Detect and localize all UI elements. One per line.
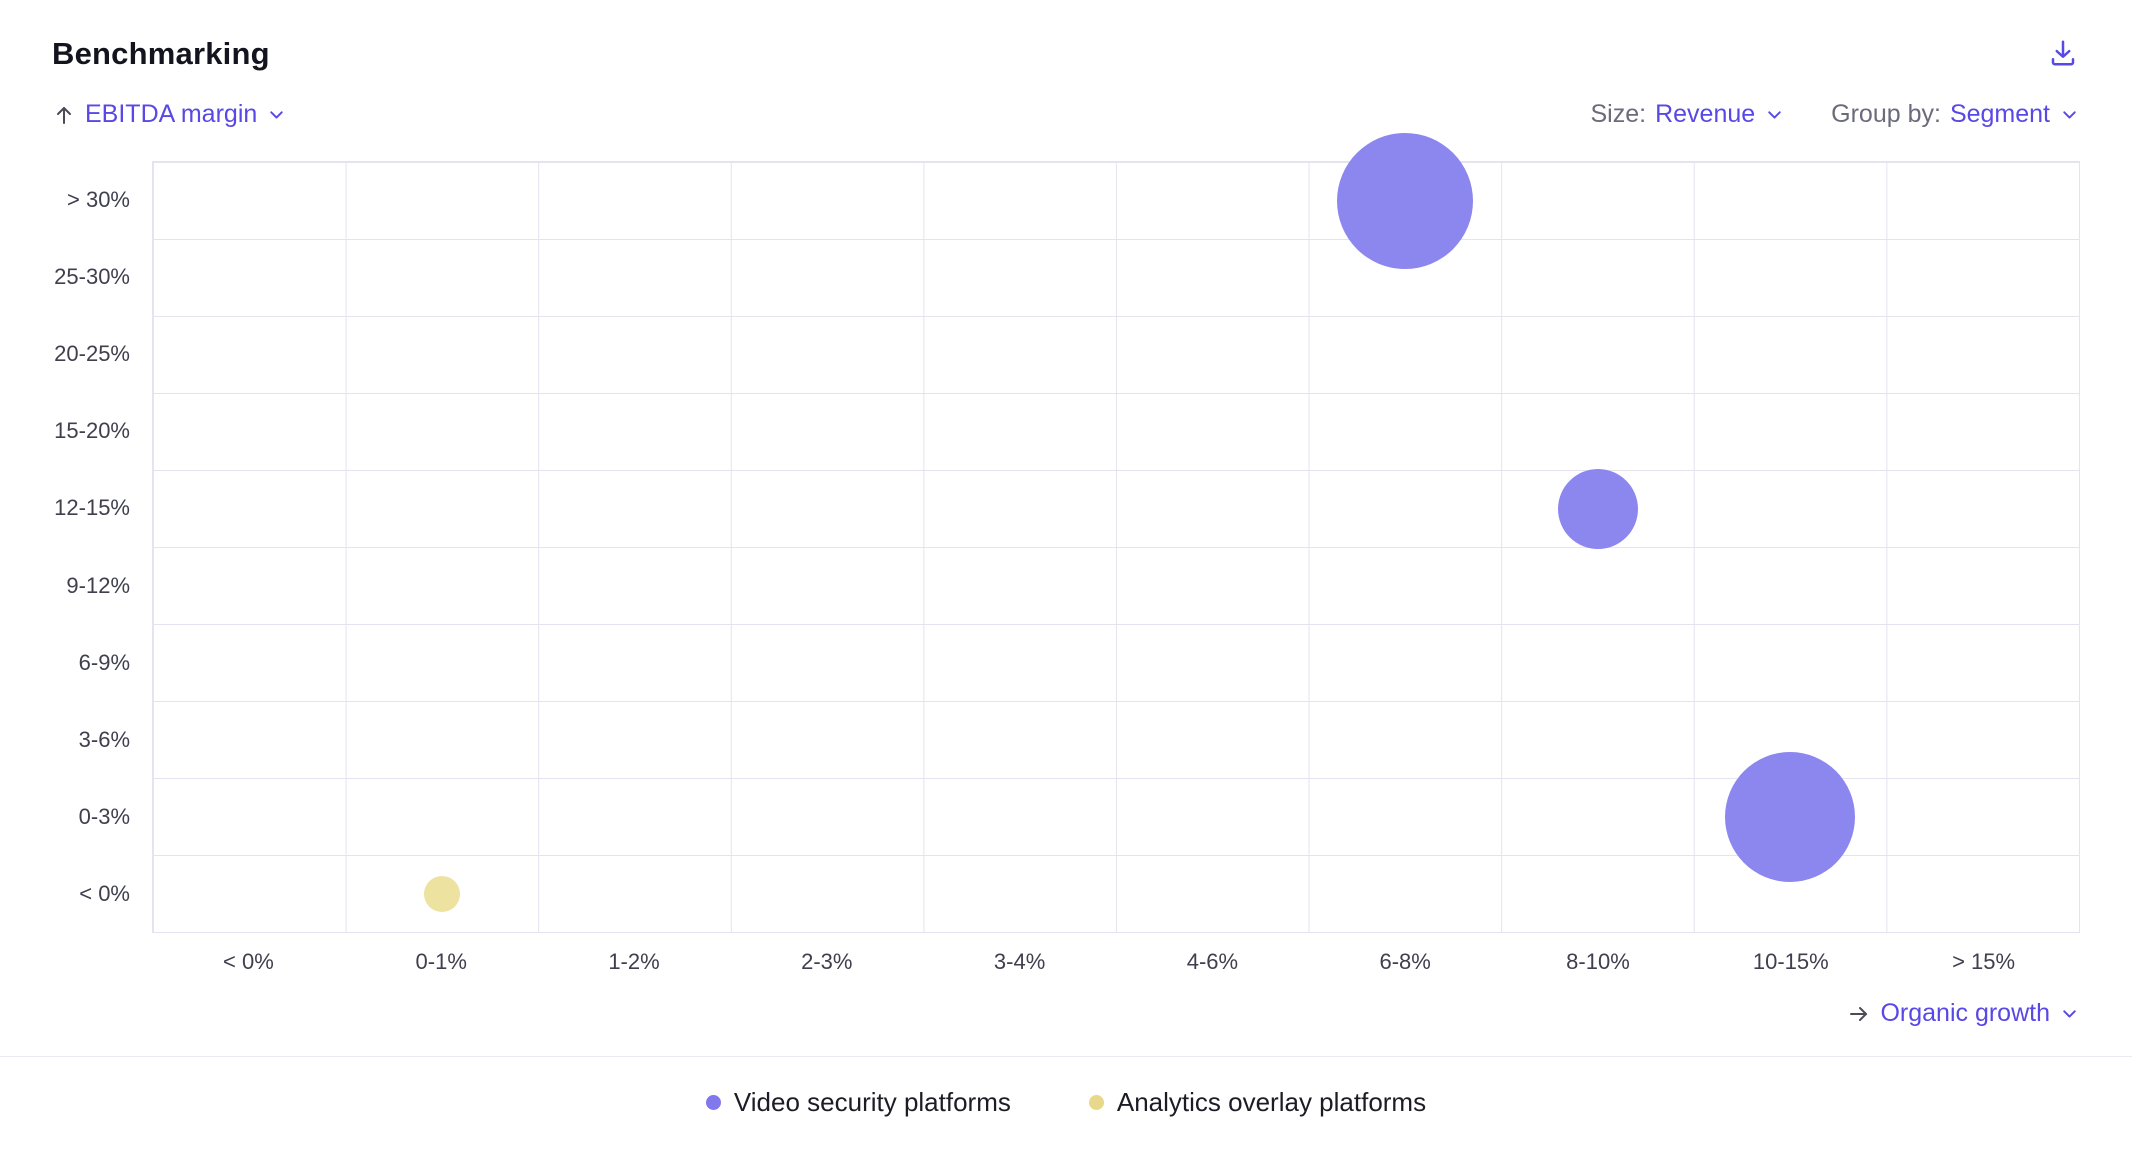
download-button[interactable] (2046, 36, 2080, 70)
y-tick-label: 25-30% (54, 263, 130, 289)
x-axis-control-row: Organic growth (52, 1001, 2080, 1026)
page-title: Benchmarking (52, 36, 270, 71)
legend-item-analytics-overlay-platforms[interactable]: Analytics overlay platforms (1088, 1087, 1427, 1118)
y-tick-label: 0-3% (78, 804, 130, 830)
size-selector-value: Revenue (1655, 100, 1756, 128)
divider (0, 1056, 2132, 1057)
arrow-up-icon (52, 103, 76, 127)
bubble-video-security-platforms[interactable] (1725, 751, 1856, 882)
right-controls: Size: Revenue Group by: Segment (1590, 102, 2080, 127)
chevron-down-icon (266, 104, 287, 125)
legend: Video security platforms Analytics overla… (52, 1087, 2080, 1146)
y-tick-label: 20-25% (54, 341, 130, 366)
x-tick-label: 0-1% (415, 949, 467, 974)
y-axis-labels: > 30% 25-30% 20-25% 15-20% 12-15% 9-12% 6-9% 3-… (52, 161, 152, 933)
group-by-selector[interactable]: Group by: Segment (1831, 102, 2080, 127)
y-axis-selector-label: EBITDA margin (85, 100, 258, 128)
x-tick-label: 10-15% (1752, 949, 1829, 974)
size-selector-label: Size: (1590, 100, 1647, 128)
y-tick-label: > 30% (67, 186, 130, 212)
x-tick-label: < 0% (223, 949, 274, 974)
x-tick-label: 3-4% (993, 949, 1046, 974)
header: Benchmarking (52, 36, 2080, 72)
bubble-video-security-platforms[interactable] (1336, 132, 1473, 269)
bubble-analytics-overlay-platforms[interactable] (423, 875, 460, 912)
legend-item-video-security-platforms[interactable]: Video security platforms (705, 1087, 1011, 1118)
arrow-right-icon (1847, 1002, 1871, 1026)
bubble-video-security-platforms[interactable] (1557, 468, 1638, 549)
download-icon (2051, 40, 2075, 66)
chevron-down-icon (1764, 104, 1785, 125)
legend-dot-icon (1088, 1095, 1104, 1110)
x-tick-label: 2-3% (801, 949, 853, 974)
y-tick-label: 3-6% (78, 727, 130, 753)
y-tick-label: < 0% (79, 881, 130, 907)
legend-label: Analytics overlay platforms (1116, 1087, 1427, 1117)
x-axis-selector[interactable]: Organic growth (1847, 1001, 2080, 1026)
x-tick-label: > 15% (1952, 949, 2016, 974)
chevron-down-icon (2059, 104, 2080, 125)
x-axis-labels: < 0% 0-1% 1-2% 2-3% 3-4% 4-6% 6-8% 8-10% 10-15% >… (152, 949, 2080, 975)
legend-dot-icon (705, 1095, 721, 1110)
benchmarking-panel: Benchmarking EBITDA margin Size: (0, 36, 2132, 1146)
y-tick-label: 6-9% (78, 649, 130, 675)
size-selector[interactable]: Size: Revenue (1590, 102, 1785, 127)
y-tick-label: 15-20% (54, 418, 130, 444)
y-tick-label: 12-15% (54, 495, 130, 521)
y-tick-label: 9-12% (66, 572, 130, 598)
group-by-selector-value: Segment (1949, 100, 2050, 128)
y-axis-selector[interactable]: EBITDA margin (52, 102, 287, 127)
group-by-selector-label: Group by: (1831, 100, 1941, 128)
x-axis-selector-label: Organic growth (1880, 999, 2050, 1027)
x-tick-label: 1-2% (608, 949, 660, 974)
x-tick-label: 8-10% (1566, 949, 1630, 974)
legend-label: Video security platforms (733, 1087, 1011, 1117)
controls-row: EBITDA margin Size: Revenue Group by: Se… (52, 102, 2080, 127)
x-tick-label: 4-6% (1186, 949, 1239, 974)
bubble-chart: > 30% 25-30% 20-25% 15-20% 12-15% 9-12% 6-9% 3-… (52, 132, 2080, 975)
plot-area (152, 132, 2080, 933)
x-tick-label: 6-8% (1379, 949, 1431, 974)
chevron-down-icon (2059, 1003, 2080, 1024)
